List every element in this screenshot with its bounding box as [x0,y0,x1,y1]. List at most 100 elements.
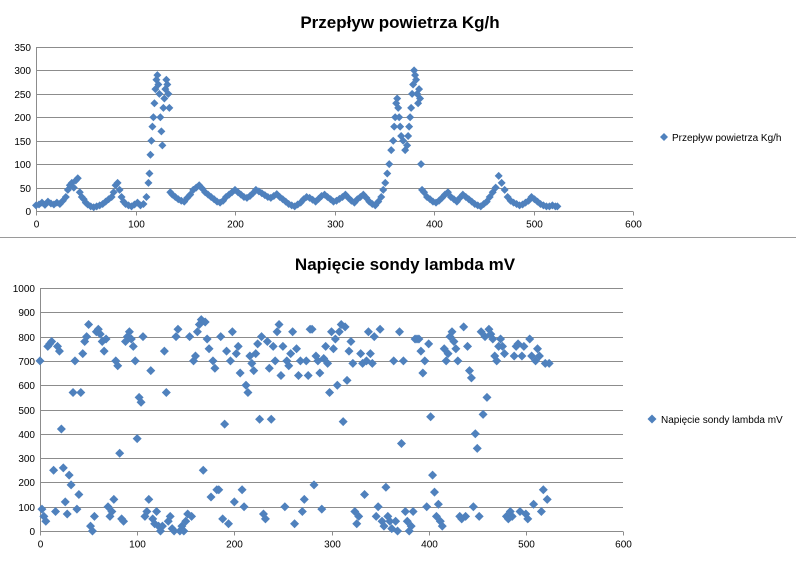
data-point [224,519,234,529]
data-point [365,349,375,359]
x-tick-label: 300 [324,540,341,551]
data-point [509,351,519,361]
data-point [342,375,352,385]
data-point [437,521,447,531]
data-point [109,188,118,197]
data-point [115,448,125,458]
data-point [70,356,80,366]
x-tick-label: 500 [518,540,535,551]
data-point [407,103,416,112]
data-point [538,485,548,495]
data-point [278,341,288,351]
data-point [416,94,425,103]
data-point [147,136,156,145]
data-point [78,349,88,359]
data-point [321,341,331,351]
data-point [416,346,426,356]
data-point [138,332,148,342]
data-point [292,344,302,354]
data-point [39,511,49,521]
data-point [220,419,230,429]
airflow-grid [36,47,633,189]
data-point [498,341,508,351]
y-tick-label: 0 [29,527,35,538]
data-point [377,516,387,526]
data-point [375,324,385,334]
data-point [327,327,336,337]
data-point [428,470,438,480]
data-point [58,463,68,473]
data-point [389,136,398,145]
data-point [107,507,117,517]
data-point [379,185,388,194]
data-point [323,358,333,368]
data-point [519,341,529,351]
y-tick-label: 1000 [13,284,36,295]
data-point [499,349,509,359]
data-point [192,327,202,337]
data-point [398,356,408,366]
data-point [369,332,379,342]
data-point [128,341,138,351]
data-point [424,339,434,349]
data-point [229,497,239,507]
y-tick-label: 50 [20,184,32,195]
data-point [472,443,482,453]
data-point [260,514,270,524]
y-tick-label: 400 [18,430,35,441]
x-tick-label: 200 [226,540,243,551]
data-point [160,94,169,103]
x-tick-label: 0 [34,220,40,231]
data-point [272,327,282,337]
data-point [163,80,172,89]
data-point [66,480,76,490]
data-point [280,502,290,512]
y-tick-label: 800 [18,333,35,344]
data-point [297,507,307,517]
data-point [237,485,247,495]
data-point [449,336,459,346]
data-point [61,192,70,201]
data-point [208,356,218,366]
data-point [315,368,325,378]
data-point [139,199,148,208]
data-point [72,504,82,514]
data-point [303,370,313,380]
data-point [288,327,298,337]
data-point [158,141,167,150]
data-point [130,356,140,366]
data-point [145,169,154,178]
data-point [189,356,199,366]
x-tick-label: 400 [421,540,438,551]
data-point [459,322,469,332]
data-point [274,319,284,329]
data-point [492,356,502,366]
data-point [276,370,286,380]
data-point [482,392,492,402]
data-point [529,499,539,509]
data-point [136,397,146,407]
data-point [422,502,432,512]
data-point [69,183,78,192]
y-tick-label: 0 [25,207,31,218]
data-point [97,336,107,346]
data-point [403,141,412,150]
data-point [142,507,152,517]
data-point [399,136,408,145]
data-point [532,344,542,354]
data-point [466,373,476,383]
data-point [395,113,404,122]
x-tick-label: 500 [526,220,543,231]
y-tick-label: 100 [18,503,35,514]
data-point [488,334,498,344]
data-point [157,521,167,531]
data-point [295,356,305,366]
data-point [373,502,383,512]
data-point [496,334,506,344]
data-point [264,363,274,373]
airflow-axes: 0 50 100 150 200 250 300 350 0 100 200 300 400 500 600 [14,43,642,231]
data-point [534,351,544,361]
data-point [51,507,61,517]
y-tick-label: 700 [18,357,35,368]
data-point [173,324,183,334]
